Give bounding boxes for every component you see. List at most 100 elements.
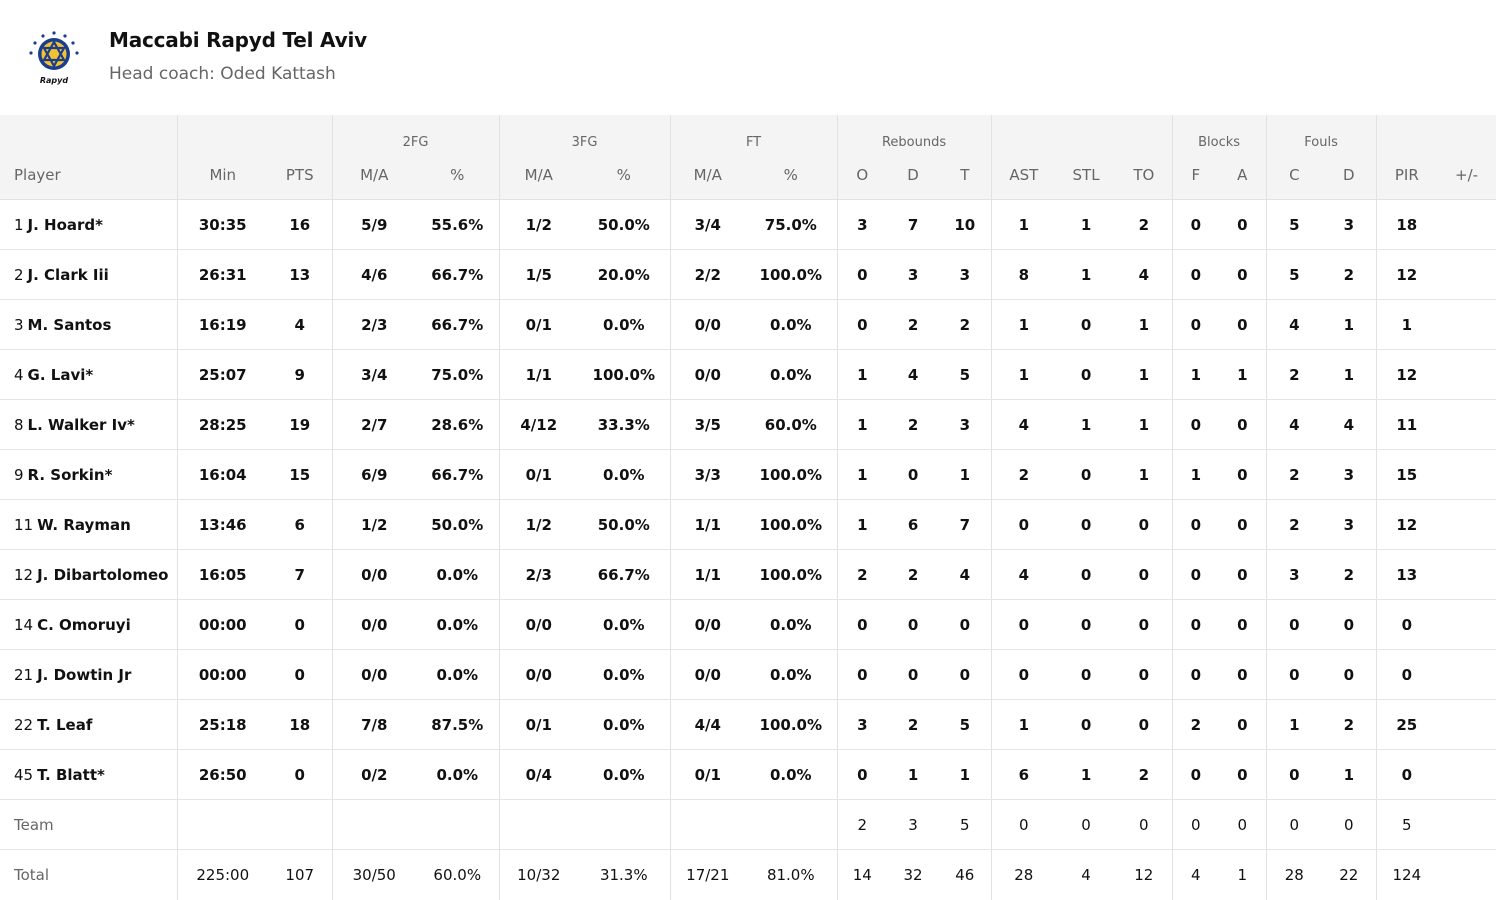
stat-blk-a: 0 — [1219, 799, 1267, 850]
player-name-link[interactable]: R. Sorkin* — [27, 465, 113, 484]
col-ft-ma[interactable]: M/A — [669, 152, 746, 200]
player-number: 22 — [14, 715, 34, 734]
header-group-rebounds: Rebounds — [836, 115, 992, 152]
stat-fg3-ma: 4/12 — [498, 399, 579, 450]
col-reb-o[interactable]: O — [836, 152, 888, 200]
col-foul-c[interactable]: C — [1265, 152, 1323, 200]
player-name-link[interactable]: J. Dowtin Jr — [37, 665, 132, 684]
stat-fg3-pct: 33.3% — [578, 399, 671, 450]
stat-min: 25:18 — [176, 699, 268, 750]
col-min[interactable]: Min — [176, 152, 268, 200]
stat-ft-ma: 1/1 — [669, 549, 746, 600]
col-foul-d[interactable]: D — [1322, 152, 1377, 200]
stat-fg3-pct — [578, 799, 671, 850]
stat-ast: 2 — [990, 449, 1057, 500]
stat-fg3-pct: 50.0% — [578, 499, 671, 550]
stat-blk-a: 0 — [1219, 249, 1267, 300]
col-3fg-pct[interactable]: % — [578, 152, 671, 200]
col-ast[interactable]: AST — [990, 152, 1057, 200]
col-ft-pct[interactable]: % — [745, 152, 838, 200]
header-group-empty — [1375, 115, 1496, 152]
stat-min: 225:00 — [176, 849, 268, 900]
stat-reb-d: 6 — [887, 499, 940, 550]
stat-stl: 1 — [1056, 399, 1117, 450]
stat-foul-d: 0 — [1322, 599, 1377, 650]
table-body: 1 J. Hoard* 30:35 16 5/9 55.6% 1/2 50.0% 3/4 75.0… — [0, 199, 1496, 900]
stat-blk-f: 1 — [1171, 349, 1220, 400]
stat-fg3-ma — [498, 799, 579, 850]
stat-blk-a: 1 — [1219, 349, 1267, 400]
stat-fg2-ma: 4/6 — [331, 249, 416, 300]
col-pir[interactable]: PIR — [1375, 152, 1438, 200]
stat-blk-a: 0 — [1219, 649, 1267, 700]
player-cell: 12 J. Dibartolomeo — [0, 549, 177, 600]
stat-to: 1 — [1116, 299, 1173, 350]
stat-ft-pct: 100.0% — [745, 449, 838, 500]
stat-reb-o: 0 — [836, 249, 888, 300]
col-2fg-pct[interactable]: % — [416, 152, 500, 200]
row-label: Total — [14, 865, 50, 884]
player-name-link[interactable]: T. Blatt* — [37, 765, 105, 784]
stat-blk-a: 0 — [1219, 299, 1267, 350]
stat-blk-f: 0 — [1171, 649, 1220, 700]
stat-reb-d: 3 — [887, 249, 940, 300]
stat-ast: 4 — [990, 399, 1057, 450]
stat-pts: 18 — [268, 699, 332, 750]
player-name-link[interactable]: J. Clark Iii — [27, 265, 109, 284]
player-cell: Total — [0, 850, 177, 900]
stat-foul-c: 4 — [1265, 299, 1323, 350]
stat-fg2-pct: 0.0% — [416, 549, 500, 600]
stat-pts: 7 — [268, 549, 332, 600]
player-name-link[interactable]: J. Dibartolomeo — [37, 565, 169, 584]
player-number: 9 — [14, 465, 24, 484]
stat-reb-t: 46 — [955, 865, 975, 884]
stat-fg3-ma: 0/1 — [498, 449, 579, 500]
stat-stl: 1 — [1056, 749, 1117, 800]
stat-blk-f: 4 — [1171, 849, 1220, 900]
stat-fg2-pct: 55.6% — [416, 199, 500, 250]
stat-pm — [1437, 850, 1496, 900]
stat-stl: 0 — [1056, 549, 1117, 600]
player-name-link[interactable]: J. Hoard* — [27, 215, 104, 234]
stat-to: 1 — [1116, 399, 1173, 450]
col-3fg-ma[interactable]: M/A — [498, 152, 579, 200]
player-name-link[interactable]: W. Rayman — [37, 515, 131, 534]
stat-ast: 1 — [990, 299, 1057, 350]
stat-foul-d: 2 — [1322, 249, 1377, 300]
stat-min: 26:50 — [176, 749, 268, 800]
player-name-link[interactable]: M. Santos — [27, 315, 112, 334]
col-pts[interactable]: PTS — [268, 152, 332, 200]
stat-foul-c: 1 — [1265, 699, 1323, 750]
header-group-fouls: Fouls — [1265, 115, 1377, 152]
stat-ft-pct: 100.0% — [745, 549, 838, 600]
col-blk-f[interactable]: F — [1171, 152, 1220, 200]
stat-blk-f: 0 — [1171, 599, 1220, 650]
player-number: 11 — [14, 515, 34, 534]
stat-ft-pct — [745, 799, 838, 850]
player-name-link[interactable]: G. Lavi* — [27, 365, 94, 384]
stat-fg2-pct: 0.0% — [416, 749, 500, 800]
col-2fg-ma[interactable]: M/A — [331, 152, 416, 200]
player-name-link[interactable]: T. Leaf — [37, 715, 93, 734]
stat-foul-d: 0 — [1322, 649, 1377, 700]
stat-fg2-ma: 2/3 — [331, 299, 416, 350]
stat-foul-c: 28 — [1265, 849, 1323, 900]
player-name-link[interactable]: L. Walker Iv* — [27, 415, 135, 434]
stat-pir: 12 — [1375, 249, 1438, 300]
col-stl[interactable]: STL — [1056, 152, 1117, 200]
stat-pir: 13 — [1375, 549, 1438, 600]
col-plus-minus[interactable]: +/- — [1437, 152, 1496, 200]
stat-fg2-ma: 0/0 — [331, 649, 416, 700]
col-to[interactable]: TO — [1116, 152, 1173, 200]
row-label: Team — [14, 815, 54, 834]
col-reb-t[interactable]: T — [939, 152, 992, 200]
col-reb-d[interactable]: D — [887, 152, 940, 200]
svg-text:Rapyd: Rapyd — [40, 76, 69, 85]
stat-fg2-ma: 7/8 — [331, 699, 416, 750]
col-blk-a[interactable]: A — [1219, 152, 1267, 200]
player-name-link[interactable]: C. Omoruyi — [37, 615, 131, 634]
stat-ast: 4 — [990, 549, 1057, 600]
col-player[interactable]: Player — [0, 152, 177, 200]
stat-pir: 124 — [1375, 849, 1438, 900]
stat-fg2-ma: 5/9 — [331, 199, 416, 250]
